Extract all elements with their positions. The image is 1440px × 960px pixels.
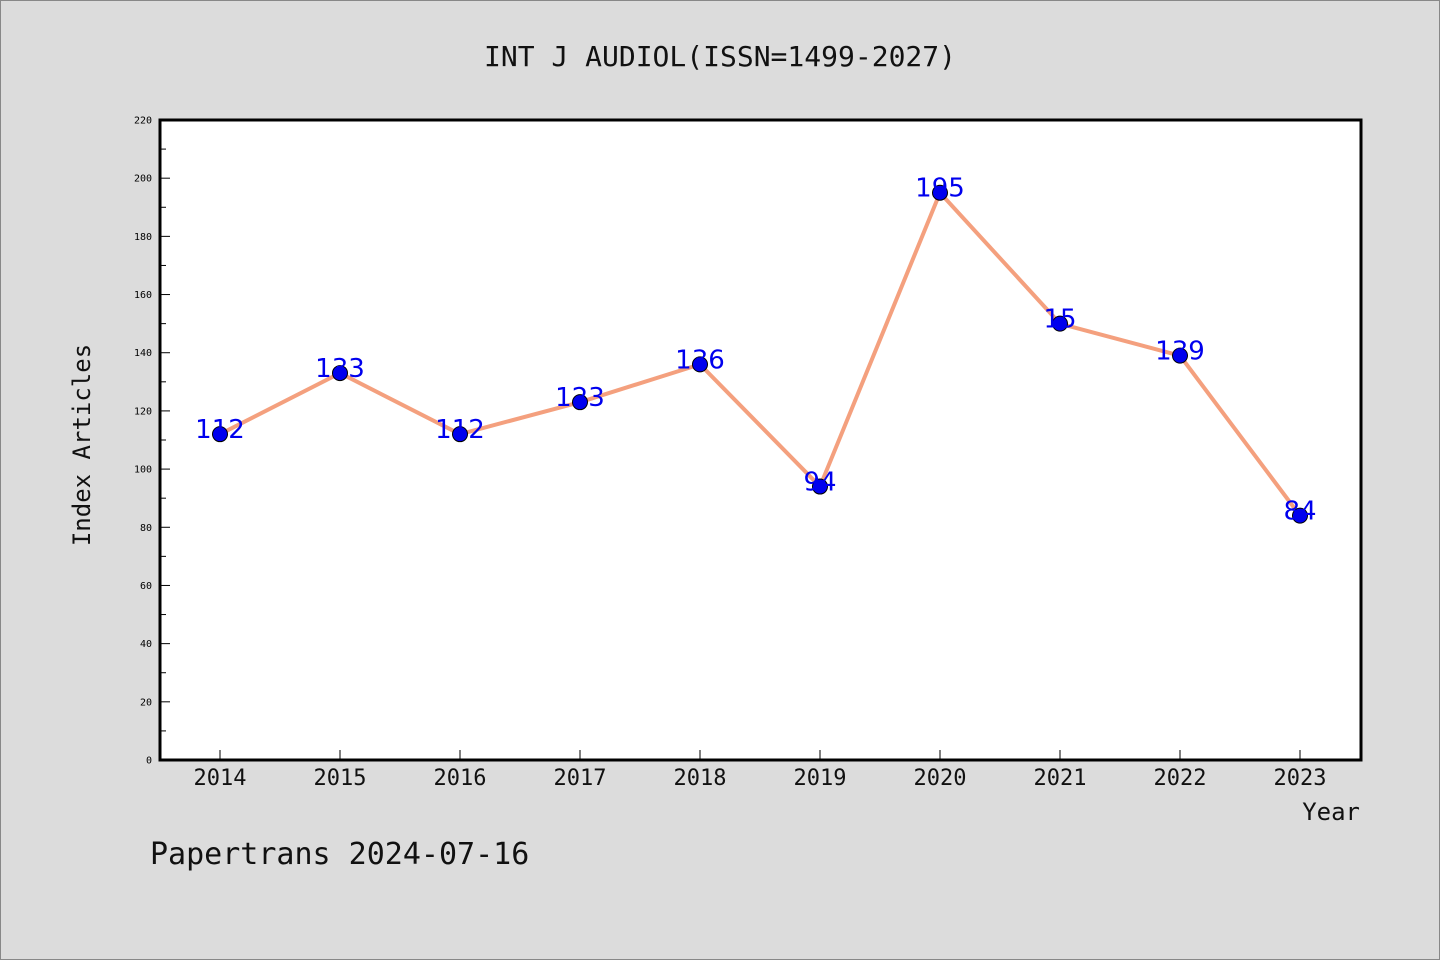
x-tick-label: 2019 bbox=[794, 766, 847, 791]
y-tick-label: 20 bbox=[140, 697, 152, 708]
data-label: 195 bbox=[915, 174, 965, 204]
x-tick-label: 2020 bbox=[914, 766, 967, 791]
y-tick-label: 220 bbox=[134, 116, 152, 127]
chart-title: INT J AUDIOL(ISSN=1499-2027) bbox=[484, 40, 956, 73]
y-tick-label: 100 bbox=[134, 465, 152, 476]
data-point bbox=[572, 394, 588, 411]
x-tick-label: 2022 bbox=[1154, 766, 1207, 791]
x-tick-label: 2017 bbox=[554, 766, 607, 791]
data-point bbox=[812, 478, 828, 495]
y-axis: 0 20 40 60 80 100 120 140 160 180 200 220 bbox=[134, 116, 170, 767]
series-line bbox=[219, 190, 1302, 517]
data-point bbox=[1052, 315, 1068, 332]
y-tick-label: 0 bbox=[146, 756, 152, 767]
data-point bbox=[1292, 507, 1308, 524]
data-label: 136 bbox=[675, 345, 725, 375]
data-point bbox=[212, 426, 228, 443]
x-axis: 2014 2015 2016 2017 2018 2019 2020 2021 2022 2023 bbox=[194, 750, 1327, 791]
data-label: 15 bbox=[1043, 305, 1076, 335]
series-line-group bbox=[212, 184, 1308, 524]
x-tick-label: 2015 bbox=[314, 766, 367, 791]
y-tick-label: 160 bbox=[134, 290, 152, 301]
y-axis-label: Index Articles bbox=[68, 344, 96, 546]
y-tick-label: 140 bbox=[134, 348, 152, 359]
data-label: 94 bbox=[803, 468, 836, 498]
y-tick-label: 80 bbox=[140, 523, 152, 534]
data-point bbox=[692, 356, 708, 373]
plot-area bbox=[158, 118, 1363, 762]
y-tick-label: 60 bbox=[140, 581, 152, 592]
data-label: 133 bbox=[315, 354, 365, 384]
y-tick-label: 120 bbox=[134, 406, 152, 417]
x-tick-label: 2018 bbox=[674, 766, 727, 791]
data-label: 139 bbox=[1155, 337, 1205, 367]
data-label: 123 bbox=[555, 383, 605, 413]
x-tick-label: 2014 bbox=[194, 766, 247, 791]
x-tick-label: 2016 bbox=[434, 766, 487, 791]
footer-text: Papertrans 2024-07-16 bbox=[150, 837, 529, 872]
x-axis-label: Year bbox=[1302, 798, 1360, 826]
data-label: 84 bbox=[1283, 497, 1316, 527]
y-tick-label: 40 bbox=[140, 639, 152, 650]
y-tick-label: 200 bbox=[134, 174, 152, 185]
x-tick-label: 2023 bbox=[1274, 766, 1327, 791]
data-point bbox=[932, 184, 948, 201]
data-label: 112 bbox=[195, 415, 245, 445]
data-point bbox=[1172, 347, 1188, 364]
data-label: 112 bbox=[435, 415, 485, 445]
data-point bbox=[452, 426, 468, 443]
data-labels: 112 133 112 123 136 94 195 15 139 84 bbox=[195, 174, 1316, 527]
x-tick-label: 2021 bbox=[1034, 766, 1087, 791]
y-tick-label: 180 bbox=[134, 232, 152, 243]
data-point bbox=[332, 365, 348, 382]
